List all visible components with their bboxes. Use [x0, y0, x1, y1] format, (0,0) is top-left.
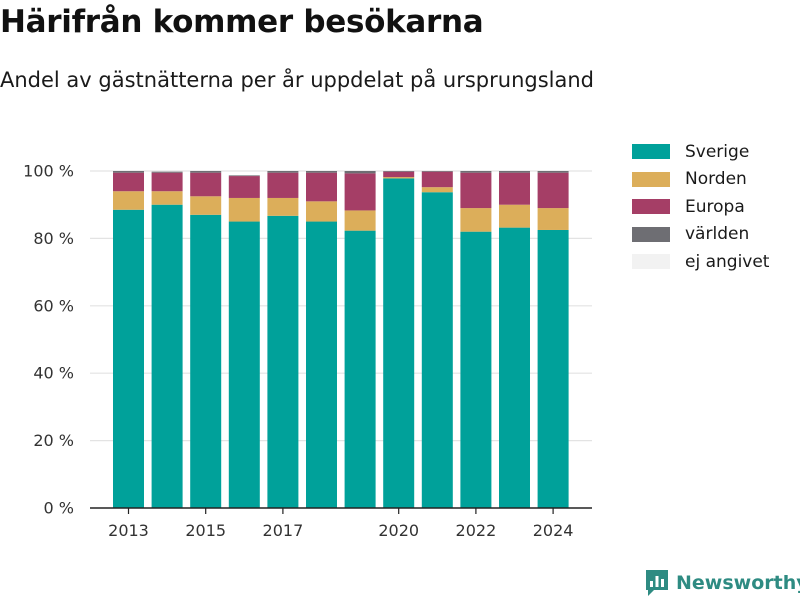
legend-label: världen	[685, 224, 750, 245]
bar-stack-2014	[151, 171, 183, 508]
bar-segment[interactable]	[383, 171, 415, 178]
legend-label: ej angivet	[685, 251, 770, 272]
bar-segment[interactable]	[383, 171, 415, 172]
bar-segment[interactable]	[228, 175, 260, 177]
bar-stack-2024	[537, 171, 569, 508]
bar-stack-2015	[190, 171, 222, 508]
bar-segment[interactable]	[228, 176, 260, 198]
bar-segment[interactable]	[267, 171, 299, 173]
bar-segment[interactable]	[421, 171, 453, 188]
bar-segment[interactable]	[190, 171, 222, 173]
x-tick-label: 2022	[456, 521, 497, 540]
bar-segment[interactable]	[537, 172, 569, 209]
y-tick-label: 100 %	[23, 162, 74, 181]
x-tick-label: 2015	[185, 521, 226, 540]
bar-segment[interactable]	[499, 204, 530, 228]
x-tick-label: 2020	[378, 521, 419, 540]
bar-segment[interactable]	[344, 173, 376, 211]
bar-segment[interactable]	[190, 196, 222, 215]
bar-segment[interactable]	[267, 197, 299, 216]
legend-item-varlden[interactable]: världen	[632, 221, 769, 249]
bar-segment[interactable]	[151, 172, 183, 192]
x-tick-label: 2024	[533, 521, 574, 540]
stacked-bar-chart: 0 % 20 % 40 % 60 % 80 % 100 % 2013 2015 2017 202…	[23, 162, 592, 540]
y-tick-label: 80 %	[33, 229, 74, 248]
bar-stack-2023	[499, 171, 530, 508]
bar-segment[interactable]	[499, 227, 530, 508]
legend-swatch	[632, 144, 670, 160]
bar-segment[interactable]	[267, 172, 299, 198]
bar-segment[interactable]	[460, 231, 492, 508]
bar-segment[interactable]	[190, 172, 222, 197]
legend-item-ej-angivet[interactable]: ej angivet	[632, 248, 769, 276]
bar-stack-2020	[383, 171, 415, 508]
legend-item-sverige[interactable]: Sverige	[632, 138, 769, 166]
y-tick-label: 60 %	[33, 296, 74, 315]
bar-segment[interactable]	[421, 187, 453, 193]
brand-logo[interactable]: Newsworthy	[644, 568, 800, 598]
x-tick-label: 2017	[263, 521, 304, 540]
bar-stack-2017	[267, 171, 299, 509]
bar-stack-2013	[113, 171, 144, 508]
bar-stacks	[113, 171, 569, 509]
bar-segment[interactable]	[537, 208, 569, 230]
legend-label: Sverige	[685, 141, 750, 162]
legend-swatch	[632, 226, 670, 242]
bar-segment[interactable]	[306, 171, 337, 173]
bar-segment[interactable]	[421, 171, 453, 172]
legend: Sverige Norden Europa världen ej angivet	[632, 138, 769, 276]
bar-segment[interactable]	[460, 208, 492, 232]
bar-stack-2016	[228, 175, 260, 509]
bar-segment[interactable]	[228, 197, 260, 222]
bar-segment[interactable]	[344, 230, 376, 509]
bar-segment[interactable]	[460, 171, 492, 173]
axes	[90, 507, 592, 514]
bar-segment[interactable]	[499, 172, 530, 205]
bar-segment[interactable]	[228, 221, 260, 509]
legend-item-europa[interactable]: Europa	[632, 193, 769, 221]
chart-title: Härifrån kommer besökarna	[0, 4, 484, 40]
y-tick-label: 40 %	[33, 364, 74, 383]
legend-label: Norden	[685, 169, 747, 190]
bar-segment[interactable]	[113, 191, 144, 210]
legend-swatch	[632, 199, 670, 215]
bar-segment[interactable]	[151, 191, 183, 205]
y-tick-label: 0 %	[44, 499, 74, 518]
legend-label: Europa	[685, 196, 745, 217]
bar-segment[interactable]	[306, 221, 337, 509]
bar-segment[interactable]	[383, 178, 415, 508]
bar-segment[interactable]	[113, 172, 144, 192]
x-axis-ticks: 2013 2015 2017 2020 2022 2024	[108, 521, 573, 540]
bar-segment[interactable]	[499, 171, 530, 173]
bar-segment[interactable]	[190, 214, 222, 508]
bar-stack-2022	[460, 171, 492, 508]
bar-segment[interactable]	[460, 172, 492, 209]
bar-segment[interactable]	[267, 215, 299, 509]
bar-segment[interactable]	[344, 171, 376, 174]
bar-segment[interactable]	[306, 172, 337, 202]
y-tick-label: 20 %	[33, 431, 74, 450]
brand-name: Newsworthy	[676, 572, 800, 594]
bar-chart-logo-icon	[646, 570, 668, 596]
bar-segment[interactable]	[344, 210, 376, 231]
bar-segment[interactable]	[113, 171, 144, 173]
legend-item-norden[interactable]: Norden	[632, 166, 769, 194]
bar-segment[interactable]	[151, 171, 183, 173]
legend-swatch	[632, 254, 670, 270]
bar-stack-2019	[344, 171, 376, 509]
bar-segment[interactable]	[306, 201, 337, 222]
y-axis-ticks: 0 % 20 % 40 % 60 % 80 % 100 %	[23, 162, 74, 518]
x-tick-label: 2013	[108, 521, 149, 540]
bar-segment[interactable]	[383, 177, 415, 179]
bar-segment[interactable]	[113, 209, 144, 508]
bar-stack-2018	[306, 171, 337, 509]
bar-segment[interactable]	[537, 229, 569, 508]
legend-swatch	[632, 171, 670, 187]
bar-segment[interactable]	[537, 171, 569, 173]
bar-stack-2021	[421, 171, 453, 508]
chart-subtitle: Andel av gästnätterna per år uppdelat på…	[0, 68, 594, 92]
bar-segment[interactable]	[151, 204, 183, 508]
bar-segment[interactable]	[421, 192, 453, 508]
